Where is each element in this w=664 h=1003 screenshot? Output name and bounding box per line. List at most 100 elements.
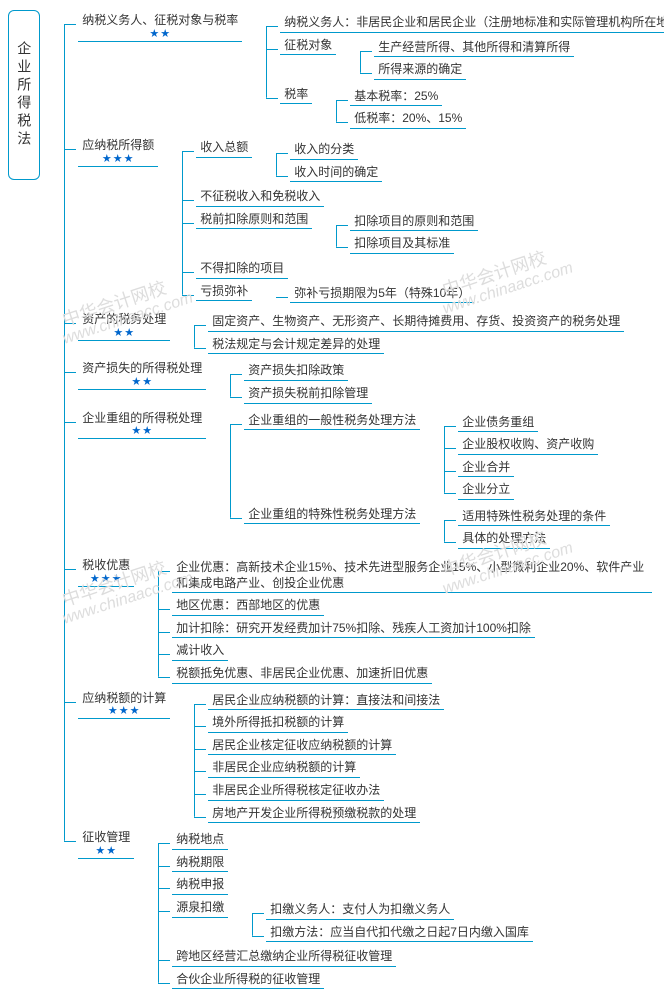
node-label: 纳税期限 xyxy=(172,854,228,873)
node-label: 扣除项目及其标准 xyxy=(350,235,454,254)
tree-row: 非居民企业应纳税额的计算 xyxy=(208,759,444,778)
node-text: 征收管理 xyxy=(82,830,130,846)
node-label: 源泉扣缴 xyxy=(172,899,228,918)
node-text: 居民企业应纳税额的计算：直接法和间接法 xyxy=(212,693,440,709)
node-label: 企业优惠：高新技术企业15%、技术先进型服务企业15%、小型微利企业20%、软件… xyxy=(172,559,652,593)
tree-children: 资产损失扣除政策资产损失税前扣除管理 xyxy=(212,360,372,405)
node-text: 扣缴义务人：支付人为扣缴义务人 xyxy=(270,902,450,918)
node-text: 具体的处理方法 xyxy=(462,531,546,547)
node-label: 税率 xyxy=(280,86,312,105)
star-rating: ★★★ xyxy=(102,154,135,165)
tree-row: 企业重组的特殊性税务处理方法适用特殊性税务处理的条件具体的处理方法 xyxy=(244,506,610,551)
tree-row: 企业债务重组 xyxy=(458,414,598,433)
tree-children: 收入总额收入的分类收入时间的确定不征税收入和免税收入税前扣除原则和范围扣除项目的… xyxy=(164,137,478,307)
star-rating: ★★ xyxy=(131,426,153,437)
node-label: 合伙企业所得税的征收管理 xyxy=(172,971,324,990)
tree-node: 非居民企业所得税核定征收办法 xyxy=(194,780,444,803)
node-text: 资产损失的所得税处理 xyxy=(82,361,202,377)
tree-row: 房地产开发企业所得税预缴税款的处理 xyxy=(208,805,444,824)
node-label: 扣除项目的原则和范围 xyxy=(350,213,478,232)
tree-row: 纳税申报 xyxy=(172,876,533,895)
node-label: 资产损失扣除政策 xyxy=(244,362,348,381)
node-text: 税法规定与会计规定差异的处理 xyxy=(212,337,380,353)
tree-node: 收入总额收入的分类收入时间的确定 xyxy=(182,137,478,186)
tree-children: 企业重组的一般性税务处理方法企业债务重组企业股权收购、资产收购企业合并企业分立企… xyxy=(212,410,610,554)
node-text: 不得扣除的项目 xyxy=(200,261,284,277)
node-label: 所得来源的确定 xyxy=(374,61,466,80)
star-rating: ★★ xyxy=(113,328,135,339)
tree-row: 境外所得抵扣税额的计算 xyxy=(208,714,444,733)
node-text: 企业所得税法 xyxy=(15,41,33,149)
tree-node: 企业分立 xyxy=(444,479,598,502)
node-text: 所得来源的确定 xyxy=(378,62,462,78)
tree-node: 境外所得抵扣税额的计算 xyxy=(194,712,444,735)
tree-children: 扣除项目的原则和范围扣除项目及其标准 xyxy=(318,211,478,256)
tree-node: 纳税义务人、征税对象与税率★★纳税义务人：非居民企业和居民企业（注册地标准和实际… xyxy=(64,10,656,135)
tree-node: 居民企业核定征收应纳税额的计算 xyxy=(194,735,444,758)
node-text: 居民企业核定征收应纳税额的计算 xyxy=(212,738,392,754)
tree-node: 企业优惠：高新技术企业15%、技术先进型服务企业15%、小型微利企业20%、软件… xyxy=(158,557,652,595)
node-text: 税率 xyxy=(284,87,308,103)
tree-node: 固定资产、生物资产、无形资产、长期待摊费用、存货、投资资产的税务处理 xyxy=(194,311,624,334)
node-label: 具体的处理方法 xyxy=(458,530,550,549)
node-label: 收入总额 xyxy=(196,139,252,158)
tree-node: 房地产开发企业所得税预缴税款的处理 xyxy=(194,803,444,826)
node-text: 企业分立 xyxy=(462,482,510,498)
node-text: 非居民企业应纳税额的计算 xyxy=(212,760,356,776)
node-text: 跨地区经营汇总缴纳企业所得税征收管理 xyxy=(176,949,392,965)
node-label: 资产的税务处理★★ xyxy=(78,311,170,341)
node-label: 基本税率：25% xyxy=(350,88,442,107)
star-rating: ★★ xyxy=(95,846,117,857)
node-label: 企业重组的所得税处理★★ xyxy=(78,410,206,440)
tree-row: 企业分立 xyxy=(458,481,598,500)
tree-row: 不得扣除的项目 xyxy=(196,260,478,279)
node-text: 应纳税额的计算 xyxy=(82,691,166,707)
tree-children: 纳税义务人：非居民企业和居民企业（注册地标准和实际管理机构所在地标准）征税对象生… xyxy=(248,12,656,133)
tree-row: 适用特殊性税务处理的条件 xyxy=(458,508,610,527)
tree-row: 企业股权收购、资产收购 xyxy=(458,436,598,455)
node-label: 弥补亏损期限为5年（特殊10年） xyxy=(290,285,474,304)
node-label: 亏损弥补 xyxy=(196,283,252,302)
tree-node: 税法规定与会计规定差异的处理 xyxy=(194,334,624,357)
node-label: 税前扣除原则和范围 xyxy=(196,211,312,230)
tree-node: 生产经营所得、其他所得和清算所得 xyxy=(360,37,574,60)
tree-node: 税前扣除原则和范围扣除项目的原则和范围扣除项目及其标准 xyxy=(182,209,478,258)
node-label: 不征税收入和免税收入 xyxy=(196,188,324,207)
node-text: 扣缴方法：应当自代扣代缴之日起7日内缴入国库 xyxy=(270,925,529,941)
node-text: 固定资产、生物资产、无形资产、长期待摊费用、存货、投资资产的税务处理 xyxy=(212,314,620,330)
tree-children: 适用特殊性税务处理的条件具体的处理方法 xyxy=(426,506,610,551)
tree-node: 征收管理★★ 纳税地点纳税期限纳税申报源泉扣缴 扣缴义务人：支付人为扣缴义务人扣缴方… xyxy=(64,827,656,993)
node-label: 税额抵免优惠、非居民企业优惠、加速折旧优惠 xyxy=(172,665,432,684)
node-text: 非居民企业所得税核定征收办法 xyxy=(212,783,380,799)
node-text: 企业合并 xyxy=(462,460,510,476)
node-text: 征税对象 xyxy=(284,38,332,54)
tree-row: 居民企业应纳税额的计算：直接法和间接法 xyxy=(208,692,444,711)
node-text: 纳税地点 xyxy=(176,832,224,848)
tree-node: 税收优惠★★★企业优惠：高新技术企业15%、技术先进型服务企业15%、小型微利企… xyxy=(64,555,656,688)
node-text: 加计扣除：研究开发经费加计75%扣除、残疾人工资加计100%扣除 xyxy=(176,621,531,637)
tree-row: 减计收入 xyxy=(172,642,652,661)
node-text: 企业债务重组 xyxy=(462,415,534,431)
tree-row: 资产的税务处理★★ 固定资产、生物资产、无形资产、长期待摊费用、存货、投资资产的税… xyxy=(78,311,656,356)
star-rating: ★★ xyxy=(149,29,171,40)
tree-row: 企业重组的一般性税务处理方法企业债务重组企业股权收购、资产收购企业合并企业分立 xyxy=(244,412,610,502)
tree-row: 居民企业核定征收应纳税额的计算 xyxy=(208,737,444,756)
tree-children: 纳税地点纳税期限纳税申报源泉扣缴 扣缴义务人：支付人为扣缴义务人扣缴方法：应当自代… xyxy=(140,829,533,991)
tree-row: 应纳税额的计算★★★居民企业应纳税额的计算：直接法和间接法境外所得抵扣税额的计算… xyxy=(78,690,656,826)
tree-node: 企业重组的特殊性税务处理方法适用特殊性税务处理的条件具体的处理方法 xyxy=(230,504,610,553)
tree-node: 合伙企业所得税的征收管理 xyxy=(158,969,533,992)
node-label: 低税率：20%、15% xyxy=(350,110,466,129)
tree-row: 收入的分类 xyxy=(290,141,382,160)
tree-row: 加计扣除：研究开发经费加计75%扣除、残疾人工资加计100%扣除 xyxy=(172,620,652,639)
node-text: 亏损弥补 xyxy=(200,284,248,300)
tree-row: 资产损失扣除政策 xyxy=(244,362,372,381)
node-label: 纳税义务人、征税对象与税率★★ xyxy=(78,12,242,42)
node-text: 纳税申报 xyxy=(176,877,224,893)
tree-row: 税收优惠★★★企业优惠：高新技术企业15%、技术先进型服务企业15%、小型微利企… xyxy=(78,557,656,686)
tree-row: 扣除项目及其标准 xyxy=(350,235,478,254)
tree-row: 基本税率：25% xyxy=(350,88,466,107)
star-rating: ★★★ xyxy=(90,574,123,585)
tree-row: 企业优惠：高新技术企业15%、技术先进型服务企业15%、小型微利企业20%、软件… xyxy=(172,559,652,593)
node-label: 企业分立 xyxy=(458,481,514,500)
tree-node: 企业重组的一般性税务处理方法企业债务重组企业股权收购、资产收购企业合并企业分立 xyxy=(230,410,610,504)
